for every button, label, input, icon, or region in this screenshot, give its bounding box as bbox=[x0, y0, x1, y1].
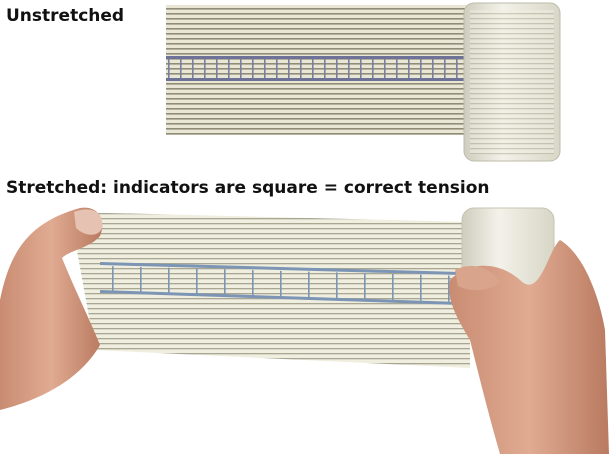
caption-stretched: Stretched: indicators are square = corre… bbox=[6, 178, 490, 198]
bandage-unstretched bbox=[166, 2, 561, 162]
right-hand bbox=[449, 240, 609, 454]
left-hand bbox=[0, 207, 103, 410]
caption-unstretched: Unstretched bbox=[6, 6, 124, 26]
